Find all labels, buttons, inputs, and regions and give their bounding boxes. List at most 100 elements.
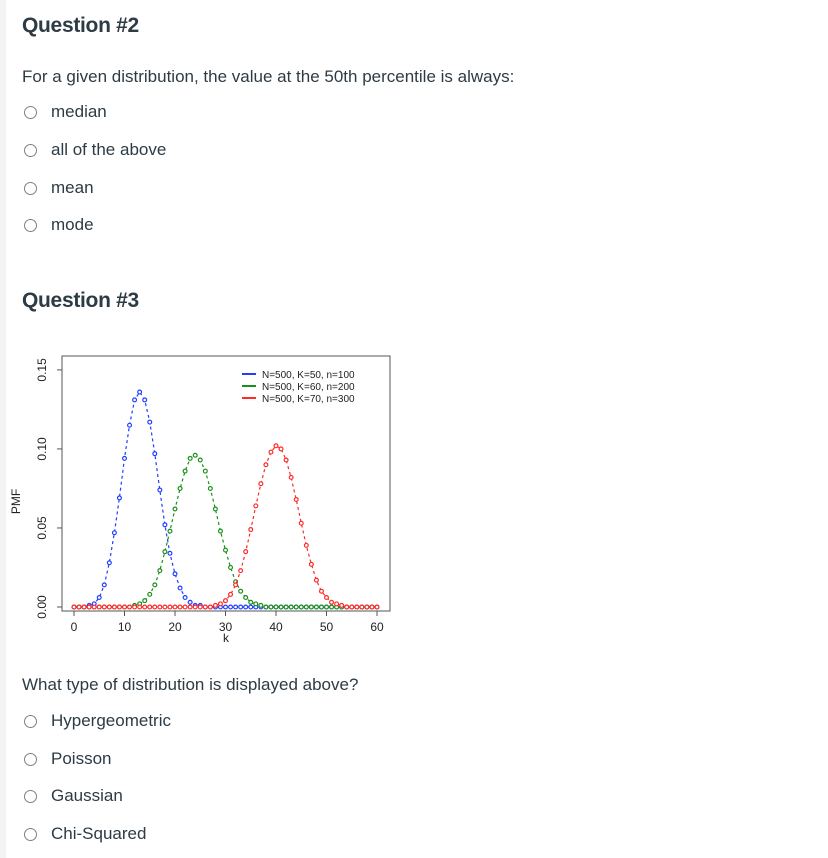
data-point [76,604,82,610]
data-point [238,588,244,594]
data-point [96,595,102,601]
q2-option-mode[interactable]: mode [24,213,94,237]
data-point [111,530,117,536]
data-point [212,602,218,608]
q3-option-chi-squared[interactable]: Chi-Squared [24,822,146,846]
data-point [127,422,133,428]
data-point [217,601,223,607]
data-point [147,591,153,597]
data-point [142,604,148,610]
data-point [157,568,163,574]
data-point [283,604,289,610]
radio-button[interactable] [24,218,37,232]
data-point [142,598,148,604]
data-point [96,604,102,610]
data-point [106,560,112,566]
y-axis-label: PMF [9,489,23,514]
x-tick-label: 60 [370,620,384,634]
left-border [0,0,6,858]
data-point [152,451,158,457]
x-tick-label: 10 [118,620,132,634]
legend-entry: N=500, K=50, n=100 [262,370,355,381]
q2-option-median[interactable]: median [24,100,107,124]
data-point [298,520,304,526]
data-point [233,582,239,588]
q2-option-mean[interactable]: mean [24,176,94,200]
data-point [127,604,133,610]
data-point [172,506,178,512]
data-point [86,604,92,610]
data-point [293,497,299,503]
data-point [167,550,173,556]
q2-option-all-of-the-above[interactable]: all of the above [24,138,166,162]
data-point [324,595,330,601]
data-point [228,564,234,570]
data-point [228,591,234,597]
data-point [137,604,143,610]
data-point [152,604,158,610]
data-point [324,604,330,610]
data-point [177,485,183,491]
data-point [147,604,153,610]
data-point [142,397,148,403]
data-point [172,571,178,577]
data-point [263,604,269,610]
radio-button[interactable] [24,752,37,766]
data-point [288,474,294,480]
data-point [121,604,127,610]
data-point [197,604,203,610]
y-tick-label: 0.05 [35,516,49,540]
q3-option-poisson[interactable]: Poisson [24,747,111,771]
option-label: mode [51,215,94,234]
option-label: mean [51,178,94,197]
data-point [106,604,112,610]
data-point [339,602,345,608]
data-point [243,595,249,601]
data-point [308,604,314,610]
x-tick-label: 30 [219,620,233,634]
radio-button[interactable] [24,827,37,841]
data-point [243,549,249,555]
data-point [152,582,158,588]
data-point [111,604,117,610]
data-point [253,503,259,509]
q3-option-hypergeometric[interactable]: Hypergeometric [24,709,171,733]
radio-button[interactable] [24,143,37,157]
data-point [258,481,264,487]
data-point [354,604,360,610]
data-point [162,522,168,528]
data-point [177,604,183,610]
data-point [263,462,269,468]
data-point [187,604,193,610]
x-axis-label: k [223,631,230,645]
data-point [162,549,168,555]
data-point [318,604,324,610]
q3-option-gaussian[interactable]: Gaussian [24,784,123,808]
data-point [293,604,299,610]
data-point [268,604,274,610]
data-point [182,604,188,610]
pmf-chart: 0 10 20 30 40 50 60 0.00 0.05 0.10 0.15 k PMF N=500, … [9,355,391,645]
data-point [202,604,208,610]
radio-button[interactable] [24,714,37,728]
data-point [329,599,335,605]
data-point [268,449,274,455]
option-label: Poisson [51,749,112,768]
option-label: all of the above [51,140,167,159]
data-point [157,487,163,493]
radio-button[interactable] [24,181,37,195]
x-tick-label: 20 [168,620,182,634]
data-point [288,604,294,610]
data-point [313,577,319,583]
data-point [187,455,193,461]
radio-button[interactable] [24,789,37,803]
option-label: Hypergeometric [51,711,171,730]
data-point [101,582,107,588]
data-point [374,604,380,610]
data-point [308,561,314,567]
y-tick-label: 0.00 [35,595,49,619]
data-point [238,604,244,610]
radio-button[interactable] [24,105,37,119]
data-point [192,604,198,610]
data-point [187,599,193,605]
